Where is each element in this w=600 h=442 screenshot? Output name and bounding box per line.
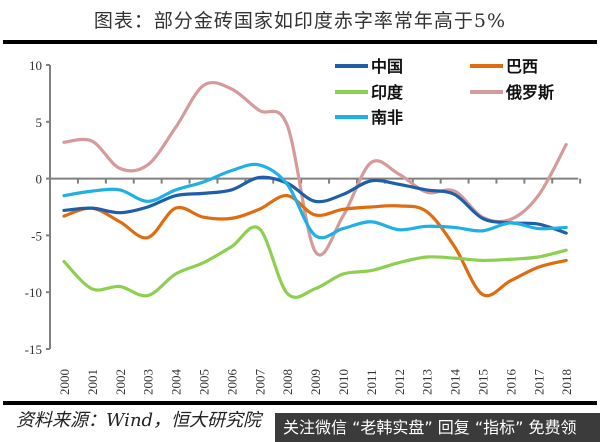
x-tick-label: 2007 [252,369,267,396]
x-tick-label: 2001 [85,369,100,395]
x-tick-label: 2002 [113,369,128,395]
legend-label: 俄罗斯 [505,83,554,102]
x-tick-label: 2012 [392,369,407,395]
y-tick-label: -10 [25,285,42,300]
x-tick-label: 2000 [57,369,72,395]
legend-label: 南非 [371,108,403,127]
legend-label: 印度 [371,83,404,102]
series-line-1 [62,194,568,298]
x-tick-label: 2006 [224,369,239,396]
x-tick-label: 2014 [448,369,463,396]
x-tick-label: 2013 [420,369,435,395]
y-tick-label: -15 [25,342,42,357]
series-line-0 [62,175,568,235]
source-note: 资料来源：Wind，恒大研究院 [16,410,262,431]
x-tick-label: 2009 [308,369,323,395]
x-tick-label: 2018 [559,369,574,395]
x-tick-label: 2010 [336,369,351,395]
watermark-banner: 关注微信 “老韩实盘” 回复 “指标” 免费领 [275,413,600,442]
bottom-rule [3,401,597,405]
y-tick-label: 0 [36,172,43,187]
x-tick-label: 2008 [280,369,295,395]
series-line-2 [62,225,568,299]
legend-label: 巴西 [506,57,538,76]
x-tick-label: 2003 [141,369,156,395]
x-tick-label: 2005 [197,369,212,395]
y-tick-label: -5 [31,228,42,243]
x-tick-label: 2017 [531,369,546,396]
x-tick-label: 2011 [364,369,379,395]
top-rule [3,40,597,44]
x-tick-label: 2015 [476,369,491,395]
legend-label: 中国 [371,57,403,76]
series-line-4 [62,162,568,240]
y-tick-label: 5 [36,115,43,130]
chart-title: 图表：部分金砖国家如印度赤字率常年高于5% [93,10,507,32]
x-tick-label: 2016 [503,369,518,396]
y-tick-label: 10 [29,58,42,73]
x-tick-label: 2004 [169,369,184,396]
